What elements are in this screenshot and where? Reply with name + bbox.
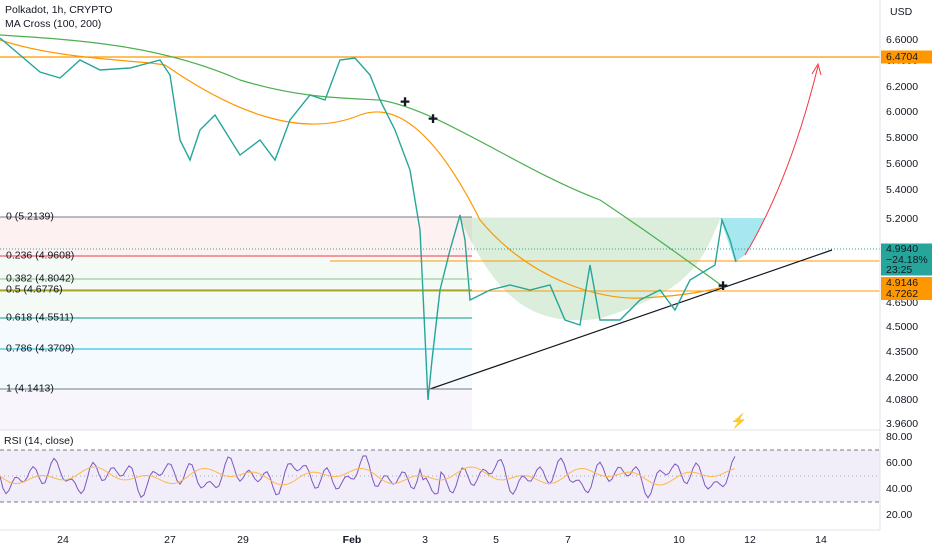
time-tick-label: 27 [164,534,176,546]
projection-arrow [744,65,819,256]
trend-line [429,249,833,390]
fib-label: 0.618 (4.5511) [6,311,74,323]
indicator-title: MA Cross (100, 200) [5,18,101,30]
time-tick-label: 29 [237,534,249,546]
price-badge [881,288,932,300]
price-tick-label: 4.0800 [886,394,918,406]
handle-pattern [720,218,765,262]
price-badge [881,277,932,289]
rsi-line [0,455,736,499]
price-tick-label: 5.4000 [886,184,918,196]
price-tick-label: 4.5000 [886,321,918,333]
price-badge [881,50,932,64]
rsi-tick-label: 60.00 [886,457,912,469]
price-badge-label: 6.4704 [886,51,918,63]
price-badge [881,243,932,255]
fib-label: 1 (4.1413) [6,382,54,394]
price-tick-label: 4.2000 [886,372,918,384]
logo-icon[interactable]: ⚡ [730,413,747,430]
ma-100 [0,39,726,299]
price-tick-label: 5.6000 [886,158,918,170]
fib-label: 0 (5.2139) [6,210,54,222]
time-tick-label: 7 [565,534,571,546]
time-tick-label: 12 [744,534,756,546]
price-badge-label: 4.7262 [886,288,918,300]
price-tick-label: 3.9600 [886,418,918,430]
cross-marker: ✚ [718,279,728,293]
price-badge-label: 23:25 [886,264,912,276]
price-tick-label: 5.8000 [886,132,918,144]
price-tick-label: 5.2000 [886,213,918,225]
fib-label: 0.786 (4.3709) [6,342,74,354]
cross-marker: ✚ [428,112,438,126]
price-tick-label: 6.6000 [886,34,918,46]
price-badge-label: −24.18% [886,254,928,266]
fib-label: 0.5 (4.6776) [6,283,63,295]
cross-marker: ✚ [400,95,410,109]
time-tick-label: 14 [815,534,827,546]
arrow-head [811,62,822,76]
price-badge [881,264,932,276]
time-tick-label: 3 [422,534,428,546]
time-tick-label: 10 [673,534,685,546]
currency: USD [890,6,913,18]
fib-label: 0.236 (4.9608) [6,249,74,261]
fib-zone [0,318,472,389]
rsi-tick-label: 80.00 [886,431,912,443]
price-badge [881,254,932,266]
fib-zone [0,389,472,430]
rsi-title: RSI (14, close) [4,435,73,447]
price-path [0,37,737,401]
price-tick-label: 6.0000 [886,106,918,118]
price-badge-label: 4.9146 [886,277,918,289]
price-tick-label: 6.2000 [886,81,918,93]
time-tick-label: 24 [57,534,69,546]
symbol-title: Polkadot, 1h, CRYPTO [5,4,113,16]
rsi-tick-label: 20.00 [886,509,912,521]
rsi-ma-line [0,466,736,486]
time-tick-label: Feb [343,534,362,546]
rsi-tick-label: 40.00 [886,483,912,495]
fib-zone [0,256,472,318]
price-badge-label: 4.9940 [886,243,918,255]
fib-label: 0.382 (4.8042) [6,272,74,284]
price-tick-label: 4.3500 [886,346,918,358]
time-tick-label: 5 [493,534,499,546]
